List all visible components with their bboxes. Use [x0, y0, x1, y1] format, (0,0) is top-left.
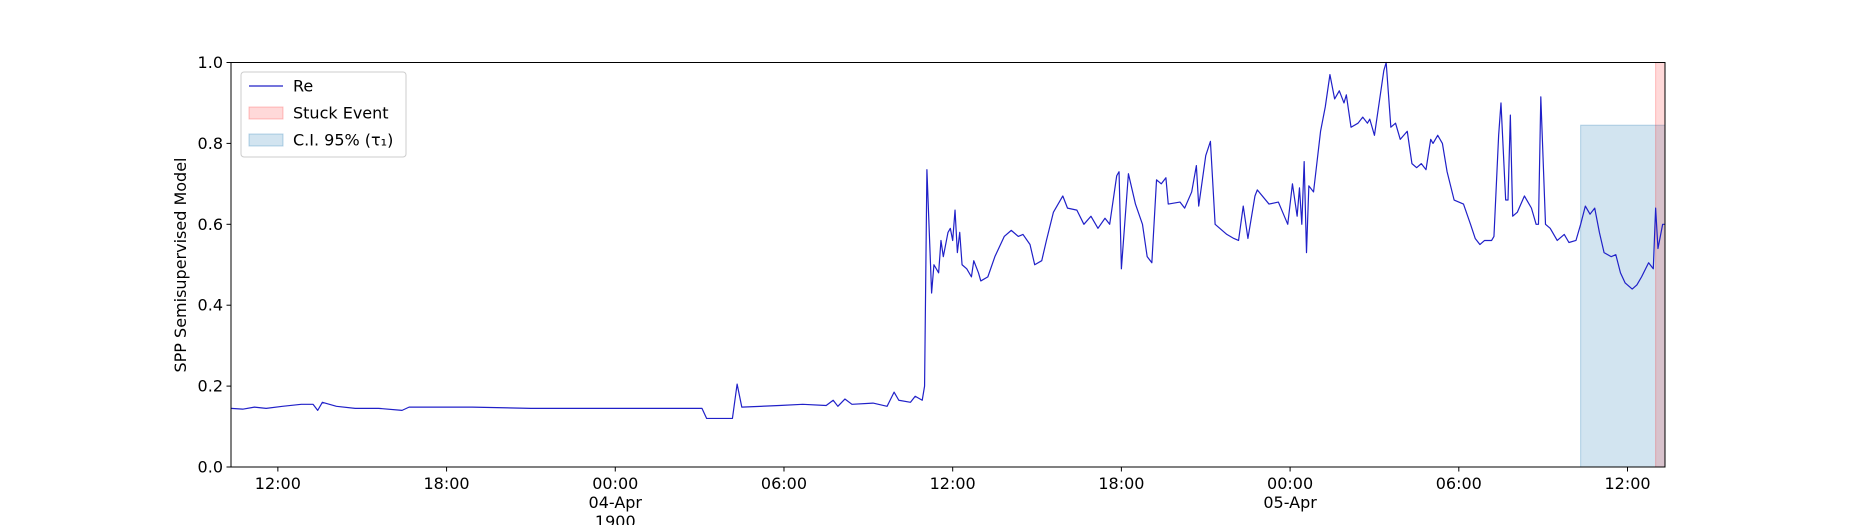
- y-tick-label: 0.6: [198, 215, 223, 234]
- y-tick-label: 0.4: [198, 296, 223, 315]
- data-line: [230, 61, 1665, 420]
- x-tick-label: 06:00: [1436, 474, 1482, 493]
- y-tick-label: 0.8: [198, 134, 223, 153]
- x-tick-label: 06:00: [761, 474, 807, 493]
- legend-swatch: [248, 133, 284, 147]
- legend-label: Re: [293, 77, 313, 96]
- x-tick-label: 12:00: [1604, 474, 1650, 493]
- y-tick-label: 1.0: [198, 53, 223, 72]
- span: [1580, 124, 1666, 468]
- span: [1655, 62, 1666, 468]
- legend: Re Stuck Event C.I. 95% (τ₁): [240, 71, 407, 158]
- x-tick-label: 12:00: [255, 474, 301, 493]
- y-tick-label: 0.0: [198, 458, 223, 477]
- y-tick-label: 0.2: [198, 377, 223, 396]
- axes-frame: [230, 62, 1666, 468]
- legend-label: Stuck Event: [293, 104, 389, 123]
- x-tick-label: 18:00: [424, 474, 470, 493]
- y-axis-label: SPP Semisupervised Model: [171, 158, 190, 373]
- x-tick-label: 18:00: [1098, 474, 1144, 493]
- legend-box: [240, 71, 407, 158]
- legend-swatch: [248, 106, 284, 120]
- x-tick-label: 00:00 05-Apr: [1263, 474, 1317, 512]
- x-tick-label: 00:00 04-Apr 1900: [589, 474, 643, 525]
- legend-label: C.I. 95% (τ₁): [293, 131, 393, 150]
- x-tick-label: 12:00: [930, 474, 976, 493]
